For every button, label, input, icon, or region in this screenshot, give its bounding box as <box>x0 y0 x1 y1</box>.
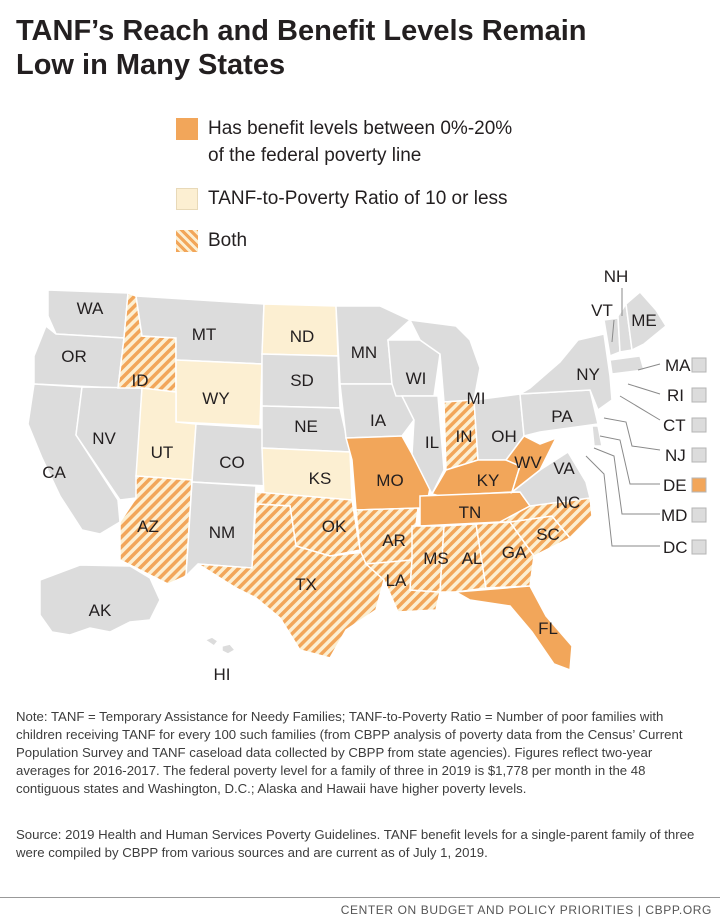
small-state-box-MD <box>691 507 707 523</box>
label-WI: WI <box>406 369 427 388</box>
small-state-box-NJ <box>691 447 707 463</box>
state-labels: WA OR CA NV ID MT WY UT CO AZ NM ND SD N… <box>42 267 657 684</box>
us-map: MA RI CT NJ DE MD DC WA OR CA NV ID MT W… <box>27 267 707 684</box>
label-OK: OK <box>322 517 347 536</box>
state-WV <box>504 435 558 495</box>
legend-swatch-ratio <box>176 188 198 210</box>
chart-title: TANF’s Reach and Benefit Levels Remain L… <box>16 14 696 82</box>
state-ME <box>625 290 667 352</box>
label-ME: ME <box>631 311 657 330</box>
label-UT: UT <box>151 443 174 462</box>
legend-label-both: Both <box>208 230 248 251</box>
label-MO: MO <box>376 471 403 490</box>
label-MN: MN <box>351 343 377 362</box>
legend-item-benefit: Has benefit levels between 0%-20% of the … <box>176 118 512 169</box>
state-VA <box>509 450 591 507</box>
label-VA: VA <box>553 459 575 478</box>
state-HI <box>203 636 237 655</box>
label-NM: NM <box>209 523 235 542</box>
label-FL: FL <box>538 619 558 638</box>
label-MS: MS <box>423 549 449 568</box>
small-state-label-CT: CT <box>663 416 686 435</box>
small-state-label-DC: DC <box>663 538 688 557</box>
label-KS: KS <box>309 469 332 488</box>
label-IN: IN <box>456 427 473 446</box>
label-pointers <box>611 288 623 343</box>
state-AK <box>39 564 161 636</box>
legend-item-ratio: TANF-to-Poverty Ratio of 10 or less <box>176 188 508 212</box>
small-state-box-DC <box>691 539 707 555</box>
state-MS <box>409 525 445 593</box>
label-SD: SD <box>290 371 314 390</box>
source-text: Source: 2019 Health and Human Services P… <box>16 827 695 860</box>
label-ND: ND <box>290 327 315 346</box>
label-AK: AK <box>89 601 112 620</box>
legend-label-ratio: TANF-to-Poverty Ratio of 10 or less <box>208 188 508 209</box>
small-state-box-DE <box>691 477 707 493</box>
small-state-label-RI: RI <box>667 386 684 405</box>
label-NY: NY <box>576 365 600 384</box>
label-AZ: AZ <box>137 517 159 536</box>
note-text: Note: TANF = Temporary Assistance for Ne… <box>16 709 683 796</box>
label-HI: HI <box>214 665 231 684</box>
label-GA: GA <box>502 543 527 562</box>
legend-swatch-benefit <box>176 118 198 140</box>
label-TX: TX <box>295 575 317 594</box>
label-MT: MT <box>192 325 217 344</box>
label-IL: IL <box>425 433 439 452</box>
small-state-box-MA <box>691 357 707 373</box>
label-OH: OH <box>491 427 517 446</box>
label-NH: NH <box>604 267 629 286</box>
state-NY <box>519 333 613 412</box>
label-ID: ID <box>132 371 149 390</box>
label-NV: NV <box>92 429 116 448</box>
title-line-2: Low in Many States <box>16 49 286 81</box>
label-NC: NC <box>556 493 581 512</box>
label-PA: PA <box>551 407 573 426</box>
label-MI: MI <box>467 389 486 408</box>
label-NE: NE <box>294 417 318 436</box>
legend-swatch-both <box>176 230 198 252</box>
small-state-box-CT <box>691 417 707 433</box>
small-state-label-MD: MD <box>661 506 687 525</box>
label-WV: WV <box>514 453 542 472</box>
label-VT: VT <box>591 301 613 320</box>
state-KS <box>261 447 353 501</box>
state-TX <box>197 503 385 659</box>
label-TN: TN <box>459 503 482 522</box>
label-AR: AR <box>382 531 406 550</box>
label-WY: WY <box>202 389 229 408</box>
state-FL <box>453 585 573 672</box>
label-IA: IA <box>370 411 387 430</box>
small-state-box-RI <box>691 387 707 403</box>
state-DE <box>591 425 603 447</box>
small-states: MA RI CT NJ DE MD DC <box>661 356 707 557</box>
footer-credit: CENTER ON BUDGET AND POLICY PRIORITIES |… <box>340 903 712 917</box>
label-OR: OR <box>61 347 87 366</box>
label-LA: LA <box>386 571 407 590</box>
state-IA <box>339 383 415 439</box>
state-AL <box>439 523 487 593</box>
small-state-label-DE: DE <box>663 476 687 495</box>
label-WA: WA <box>77 299 104 318</box>
label-KY: KY <box>477 471 500 490</box>
small-state-label-MA: MA <box>665 356 691 375</box>
label-AL: AL <box>462 549 483 568</box>
legend-label-benefit: Has benefit levels between 0%-20% of the … <box>208 118 513 166</box>
legend-item-both: Both <box>176 230 247 254</box>
small-state-connectors <box>585 363 661 547</box>
state-NE-corner <box>609 355 645 375</box>
title-line-1: TANF’s Reach and Benefit Levels Remain <box>16 15 587 47</box>
label-CA: CA <box>42 463 66 482</box>
footer-divider <box>0 897 720 898</box>
small-state-label-NJ: NJ <box>665 446 686 465</box>
label-SC: SC <box>536 525 560 544</box>
label-CO: CO <box>219 453 245 472</box>
